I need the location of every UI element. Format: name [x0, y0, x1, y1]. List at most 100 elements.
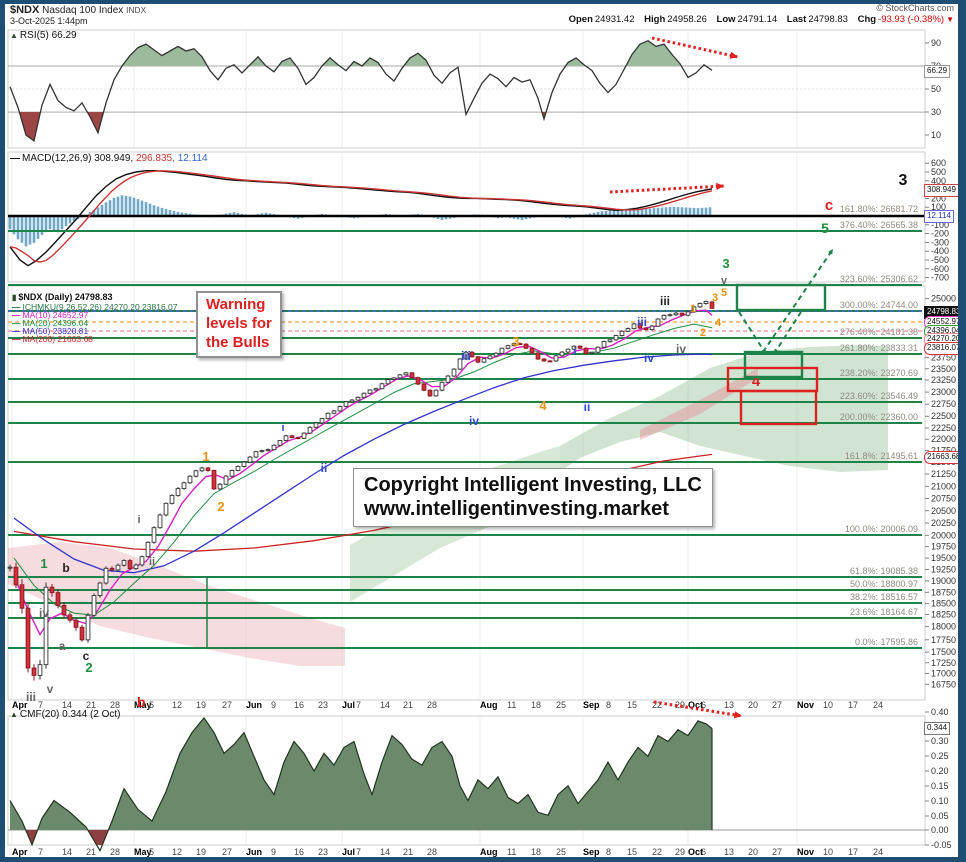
svg-text:20500: 20500 [931, 506, 956, 516]
fib-label: 238.20%: 23270.69 [840, 368, 918, 378]
axis-label: 9 [271, 847, 276, 857]
svg-text:-400: -400 [931, 246, 949, 256]
fib-label: 161.8%: 21495.61 [845, 451, 918, 461]
svg-text:21250: 21250 [931, 469, 956, 479]
axis-label: 14 [380, 700, 390, 710]
fib-label: 50.0%: 18800.97 [850, 579, 918, 589]
svg-text:0.30: 0.30 [931, 736, 949, 746]
axis-label: 6 [701, 847, 706, 857]
line-swatch-icon: — [12, 326, 21, 336]
axis-label: 16 [294, 700, 304, 710]
axis-label: 5 [149, 700, 154, 710]
wave-label: 2 [217, 499, 224, 514]
chg-dropdown-icon[interactable]: ▼ [946, 15, 954, 24]
fib-label: 323.60%: 25306.62 [840, 274, 918, 284]
svg-text:17250: 17250 [931, 658, 956, 668]
axis-label: 6 [701, 700, 706, 710]
price-legend-ma20: — MA(20) 24396.04 [12, 318, 89, 328]
wave-label: v [721, 275, 728, 287]
axis-label: 14 [62, 700, 72, 710]
axis-label: 17 [848, 700, 858, 710]
fib-label: 0.0%: 17595.86 [855, 637, 918, 647]
macd-legend: — MACD(12,26,9) 308.949, 296.835, 12.114 [10, 153, 208, 164]
svg-text:18250: 18250 [931, 609, 956, 619]
axis-label: 27 [772, 847, 782, 857]
wave-label: 2 [85, 660, 92, 675]
svg-text:-300: -300 [931, 237, 949, 247]
axis-label: 20 [748, 700, 758, 710]
wave-label: i [573, 346, 576, 358]
fib-label: 376.40%: 26565.38 [840, 220, 918, 230]
svg-text:25000: 25000 [931, 294, 956, 304]
warning-annotation: Warning levels for the Bulls [196, 291, 282, 359]
high-value: 24958.26 [667, 14, 707, 25]
svg-text:-600: -600 [931, 264, 949, 274]
wave-label: iv [469, 414, 479, 428]
wave-label: 3 [722, 256, 729, 271]
svg-text:20250: 20250 [931, 518, 956, 528]
rsi-legend: ▲ RSI(5) 66.29 [10, 30, 77, 41]
axis-label: 28 [110, 847, 120, 857]
axis-label: 22 [652, 847, 662, 857]
price-marker: 12.114 [924, 209, 954, 223]
axis-label: 23 [318, 847, 328, 857]
svg-text:23500: 23500 [931, 364, 956, 374]
svg-text:19500: 19500 [931, 553, 956, 563]
cmf-legend: ▲ CMF(20) 0.344 (2 Oct) [10, 709, 121, 720]
fib-label: 61.8%: 19085.38 [850, 566, 918, 576]
candles [7, 300, 715, 681]
low-label: Low [716, 14, 736, 25]
symbol-title: $NDX Nasdaq 100 Index INDX [10, 4, 146, 16]
wave-label: i [281, 422, 284, 434]
axis-label: 21 [403, 700, 413, 710]
axis-label: Oct [688, 700, 703, 710]
wave-label: iv [676, 342, 686, 356]
line-swatch-icon: — [12, 310, 21, 320]
axis-label: 7 [38, 847, 43, 857]
low-value: 24791.14 [737, 14, 778, 25]
axis-label: 21 [403, 847, 413, 857]
fib-label: 223.60%: 23546.49 [840, 391, 918, 401]
axis-label: 14 [380, 847, 390, 857]
line-swatch-icon: — [12, 334, 21, 344]
wave-label: 5 [721, 287, 727, 299]
axis-label: Jun [246, 700, 262, 710]
open-value: 24931.42 [594, 14, 635, 25]
axis-label: 25 [556, 700, 566, 710]
wave-label: iii [26, 690, 36, 704]
svg-text:19250: 19250 [931, 564, 956, 574]
axis-label: 23 [318, 700, 328, 710]
axis-label: 21 [86, 847, 96, 857]
wave-label: iv [644, 351, 654, 365]
svg-text:23750: 23750 [931, 353, 956, 363]
svg-text:600: 600 [931, 158, 946, 168]
fib-label: 276.40%: 24181.38 [840, 327, 918, 337]
fib-label: 200.00%: 22360.00 [840, 412, 918, 422]
axis-label: 7 [38, 700, 43, 710]
axis-label: Sep [583, 847, 600, 857]
fib-label: 161.80%: 26681.72 [840, 204, 918, 214]
axis-label: 22 [652, 700, 662, 710]
axis-label: 18 [531, 847, 541, 857]
axis-label: 28 [427, 847, 437, 857]
wave-label: 1 [202, 449, 209, 464]
axis-label: 13 [724, 700, 734, 710]
scenario-boxes [726, 283, 827, 426]
wave-label: c [83, 649, 90, 663]
axis-label: 24 [873, 847, 883, 857]
line-swatch-icon: — [12, 318, 21, 328]
price-marker: 21663.68 [924, 450, 964, 464]
svg-text:-100: -100 [931, 220, 949, 230]
wave-label: 3 [899, 172, 908, 189]
svg-text:21000: 21000 [931, 481, 956, 491]
svg-text:90: 90 [931, 38, 941, 48]
symbol-name: Nasdaq 100 Index [42, 5, 124, 16]
axis-label: 7 [356, 847, 361, 857]
wave-label: v [47, 682, 54, 696]
indicator-icon: ▲ [10, 710, 18, 719]
wave-label: 4 [752, 373, 761, 390]
svg-text:200: 200 [931, 193, 946, 203]
axis-label: 29 [675, 847, 685, 857]
wave-label: iii [660, 294, 670, 308]
price-legend-ma200: — MA(200) 21663.68 [12, 334, 93, 344]
